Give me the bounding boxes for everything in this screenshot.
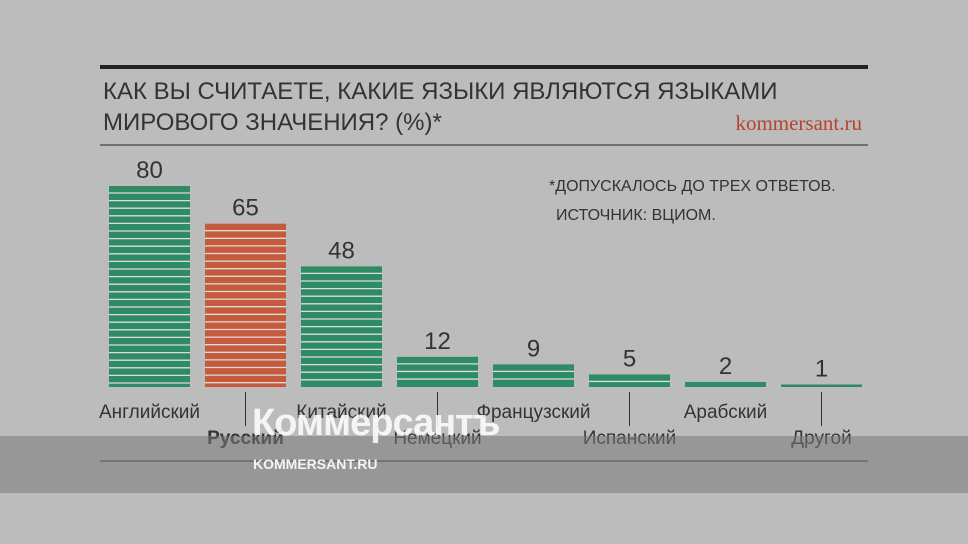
source-site: kommersant.ru [735, 111, 862, 135]
category-label-0: Английский [99, 402, 200, 423]
watermark-url: KOMMERSANT.RU [253, 456, 378, 472]
note-line2: ИСТОЧНИК: ВЦИОМ. [556, 207, 716, 224]
value-label-7: 1 [815, 355, 828, 382]
note-line1: *ДОПУСКАЛОСЬ ДО ТРЕХ ОТВЕТОВ. [549, 178, 836, 195]
value-label-0: 80 [136, 157, 163, 184]
chart-title-line1: КАК ВЫ СЧИТАЕТЕ, КАКИЕ ЯЗЫКИ ЯВЛЯЮТСЯ ЯЗ… [103, 78, 777, 105]
bar-6 [685, 381, 766, 387]
value-label-4: 9 [527, 335, 540, 362]
value-label-2: 48 [328, 237, 355, 264]
category-label-2: Китайский [296, 402, 386, 423]
bar-1 [205, 223, 286, 387]
bar-7 [781, 384, 862, 387]
bar-4 [493, 364, 574, 387]
category-label-6: Арабский [684, 402, 768, 423]
watermark-logo: Коммерсантъ [252, 402, 500, 444]
chart-title-line2: МИРОВОГО ЗНАЧЕНИЯ? (%)* [103, 109, 442, 136]
value-label-6: 2 [719, 353, 732, 380]
value-label-1: 65 [232, 195, 259, 222]
bar-5 [589, 374, 670, 387]
bar-0 [109, 186, 190, 387]
bars-group: 80Английский65Русский48Китайский12Немецк… [99, 157, 862, 449]
watermark-band [0, 436, 968, 493]
value-label-3: 12 [424, 328, 451, 355]
category-label-4: Французский [477, 402, 591, 423]
value-label-5: 5 [623, 345, 636, 372]
